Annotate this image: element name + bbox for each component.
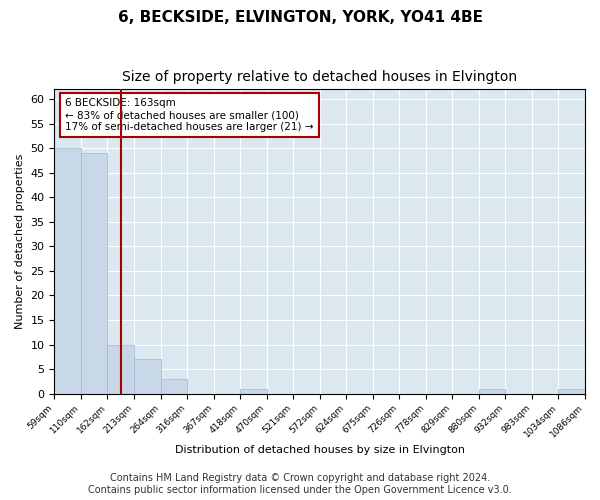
X-axis label: Distribution of detached houses by size in Elvington: Distribution of detached houses by size … bbox=[175, 445, 465, 455]
Bar bbox=[240, 388, 266, 394]
Text: Contains HM Land Registry data © Crown copyright and database right 2024.
Contai: Contains HM Land Registry data © Crown c… bbox=[88, 474, 512, 495]
Bar bbox=[479, 388, 505, 394]
Bar bbox=[81, 153, 107, 394]
Bar bbox=[161, 379, 187, 394]
Bar bbox=[134, 359, 161, 394]
Y-axis label: Number of detached properties: Number of detached properties bbox=[15, 154, 25, 329]
Bar bbox=[559, 388, 585, 394]
Text: 6, BECKSIDE, ELVINGTON, YORK, YO41 4BE: 6, BECKSIDE, ELVINGTON, YORK, YO41 4BE bbox=[118, 10, 482, 25]
Text: 6 BECKSIDE: 163sqm
← 83% of detached houses are smaller (100)
17% of semi-detach: 6 BECKSIDE: 163sqm ← 83% of detached hou… bbox=[65, 98, 314, 132]
Bar bbox=[55, 148, 81, 394]
Bar bbox=[107, 344, 134, 394]
Title: Size of property relative to detached houses in Elvington: Size of property relative to detached ho… bbox=[122, 70, 517, 84]
